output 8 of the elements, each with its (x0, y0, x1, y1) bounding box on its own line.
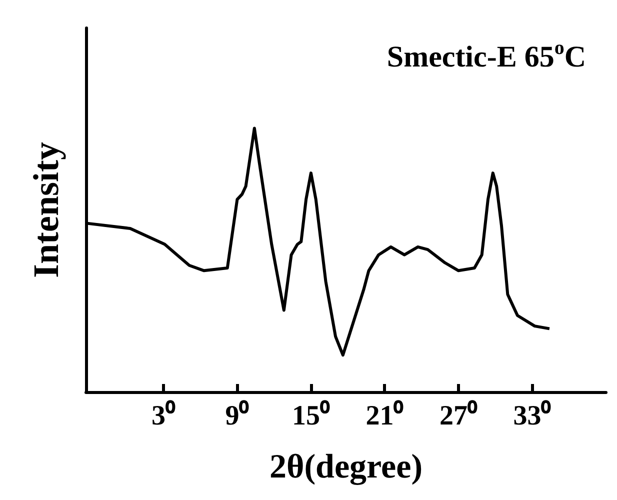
x-tick-label: 21⁰ (366, 400, 404, 432)
x-axis-title: 2θ(degree) (269, 448, 423, 486)
x-tick-label: 27⁰ (439, 400, 478, 432)
x-tick-label: 9⁰ (225, 400, 250, 432)
x-tick-label: 33⁰ (513, 400, 552, 432)
x-tick-label: 3⁰ (151, 400, 176, 432)
x-tick-label: 15⁰ (292, 400, 330, 432)
y-axis-title: Intensity (26, 142, 66, 278)
